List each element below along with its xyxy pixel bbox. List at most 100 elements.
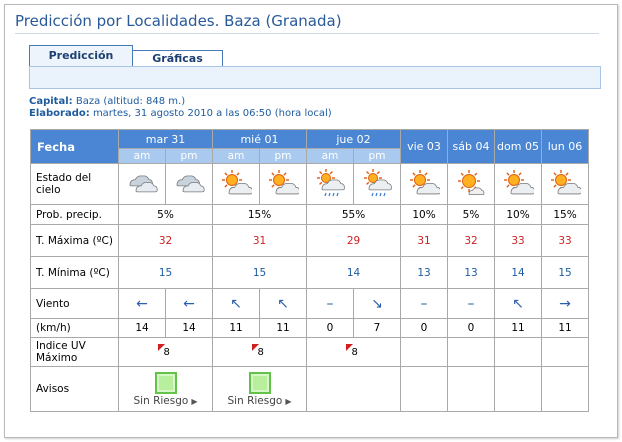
tmin-cell: 14	[494, 256, 542, 289]
risk-link[interactable]: Sin Riesgo ▶	[214, 394, 306, 409]
wind-dir-cell: ←	[118, 288, 166, 319]
uv-cell	[541, 337, 589, 367]
sun-cloud-icon	[261, 169, 306, 199]
sky-cell	[259, 163, 307, 205]
tmin-cell: 15	[212, 256, 307, 289]
pm-subheader: pm	[353, 148, 401, 164]
row-label-avisos: Avisos	[30, 366, 119, 412]
uv-value: 8	[257, 346, 264, 358]
tmax-cell: 32	[118, 224, 213, 257]
sun-cloud-rain-icon	[355, 169, 400, 199]
row-label-prob: Prob. precip.	[30, 204, 119, 225]
uv-cell: 8	[118, 337, 213, 367]
wind-speed-cell: 14	[165, 318, 213, 338]
cloudy-icon	[167, 169, 212, 199]
sun-cloud-icon	[543, 169, 588, 199]
sun-cloud-icon	[496, 169, 541, 199]
wind-speed-cell: 11	[259, 318, 307, 338]
wind-speed-cell: 11	[212, 318, 260, 338]
wind-dir-cell: →	[541, 288, 589, 319]
aviso-cell: Sin Riesgo ▶	[212, 366, 307, 412]
day-header-3: vie 03	[400, 129, 448, 164]
am-subheader: am	[306, 148, 354, 164]
sky-cell	[306, 163, 354, 205]
aviso-cell	[447, 366, 495, 412]
tmin-cell: 13	[400, 256, 448, 289]
wind-dir-cell: –	[447, 288, 495, 319]
wind-dir-cell: ↘	[353, 288, 401, 319]
arrow-left-icon: ←	[183, 295, 195, 312]
sun-cloud-icon	[214, 169, 259, 199]
uv-flag-icon	[157, 343, 165, 351]
title-divider	[15, 33, 599, 34]
arrow-left-icon: ←	[136, 295, 148, 312]
wind-dir-cell: ↖	[259, 288, 307, 319]
tmax-cell: 32	[447, 224, 495, 257]
aviso-cell	[541, 366, 589, 412]
uv-cell	[400, 337, 448, 367]
uv-badge: 8	[250, 343, 270, 358]
elaborado-label: Elaborado:	[29, 108, 90, 119]
wind-dir-cell: ←	[165, 288, 213, 319]
risk-label: Sin Riesgo	[227, 395, 283, 407]
risk-level-icon[interactable]	[248, 372, 271, 394]
uv-badge: 8	[156, 343, 176, 358]
sky-cell	[118, 163, 166, 205]
prob-cell: 55%	[306, 204, 401, 225]
tmax-cell: 29	[306, 224, 401, 257]
sun-small-cloud-icon	[449, 169, 494, 199]
wind-speed-cell: 7	[353, 318, 401, 338]
forecast-table: Fecha mar 31 mié 01 jue 02 vie 03 sáb 04 dom 0…	[30, 129, 589, 412]
row-label-viento: Viento	[30, 288, 119, 319]
calm-dash-icon: –	[420, 295, 428, 312]
aviso-cell	[494, 366, 542, 412]
uv-badge: 8	[344, 343, 364, 358]
sky-cell	[447, 163, 495, 205]
sun-cloud-rain-icon	[308, 169, 353, 199]
tmax-cell: 33	[541, 224, 589, 257]
fecha-header: Fecha	[30, 129, 119, 164]
sky-cell	[353, 163, 401, 205]
tab-content-bar	[29, 66, 601, 89]
wind-dir-cell: ↖	[212, 288, 260, 319]
uv-flag-icon	[251, 343, 259, 351]
wind-dir-cell: ↖	[494, 288, 542, 319]
arrow-up-left-icon: ↖	[277, 295, 289, 312]
prob-cell: 15%	[212, 204, 307, 225]
elaborado-info: Elaborado: martes, 31 agosto 2010 a las …	[29, 108, 332, 119]
prob-cell: 15%	[541, 204, 589, 225]
calm-dash-icon: –	[467, 295, 475, 312]
uv-cell	[494, 337, 542, 367]
capital-label: Capital:	[29, 96, 73, 107]
prob-cell: 10%	[494, 204, 542, 225]
tmin-cell: 14	[306, 256, 401, 289]
tab-prediccion[interactable]: Predicción	[29, 45, 133, 66]
risk-link[interactable]: Sin Riesgo ▶	[120, 394, 212, 409]
row-label-uv: Indice UV Máximo	[30, 337, 119, 367]
risk-level-icon[interactable]	[154, 372, 177, 394]
row-label-kmh: (km/h)	[30, 318, 119, 338]
risk-label: Sin Riesgo	[133, 395, 189, 407]
uv-value: 8	[351, 346, 358, 358]
sky-cell	[494, 163, 542, 205]
tmin-cell: 13	[447, 256, 495, 289]
capital-value: Baza (altitud: 848 m.)	[75, 96, 186, 107]
arrow-right-icon: →	[559, 295, 571, 312]
tmax-cell: 31	[400, 224, 448, 257]
tmax-cell: 33	[494, 224, 542, 257]
tab-graficas[interactable]: Gráficas	[133, 50, 223, 67]
prob-cell: 10%	[400, 204, 448, 225]
day-header-1: mié 01	[212, 129, 307, 149]
arrow-down-right-icon: ↘	[371, 295, 383, 312]
sky-cell	[541, 163, 589, 205]
wind-dir-cell: –	[306, 288, 354, 319]
day-header-4: sáb 04	[447, 129, 495, 164]
wind-speed-cell: 0	[306, 318, 354, 338]
aviso-cell	[306, 366, 401, 412]
tmin-cell: 15	[118, 256, 213, 289]
uv-cell	[447, 337, 495, 367]
tmax-cell: 31	[212, 224, 307, 257]
sky-cell	[400, 163, 448, 205]
prob-cell: 5%	[447, 204, 495, 225]
row-label-estado: Estado del cielo	[30, 163, 119, 205]
